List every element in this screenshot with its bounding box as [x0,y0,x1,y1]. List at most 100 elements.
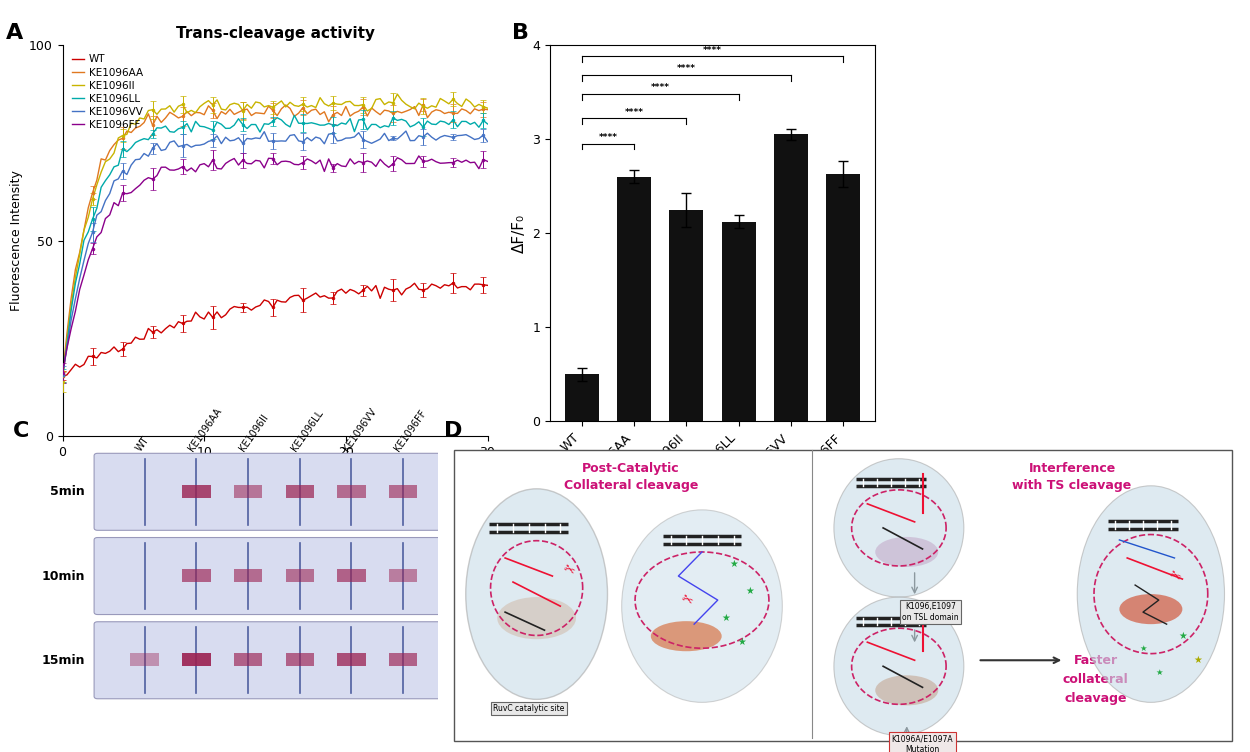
WT [480,280,495,290]
Ellipse shape [466,489,608,699]
KE1096II [55,378,70,387]
KE1096VV [136,149,151,158]
Bar [826,174,860,421]
Ellipse shape [834,597,964,735]
KE1096FF [309,159,324,168]
Bar [285,569,314,582]
Text: ✂: ✂ [1166,567,1182,585]
WT [446,278,461,287]
Text: D: D [444,421,462,441]
KE1096II [154,105,169,114]
KE1096FF [55,368,70,378]
Bar [565,374,599,421]
KE1096AA [274,105,289,114]
Text: ★: ★ [1139,644,1146,653]
KE1096AA [136,118,151,127]
KE1096FF [274,157,289,166]
Text: ****: **** [676,65,696,73]
KE1096FF [154,162,169,171]
KE1096LL [154,123,169,132]
Bar [389,484,418,498]
KE1096II [136,114,151,123]
Text: 10min: 10min [41,569,85,583]
Text: KE1096II: KE1096II [238,412,270,453]
Text: KE1096VV: KE1096VV [341,406,377,453]
WT [154,329,169,338]
Bar [182,484,210,498]
KE1096LL [450,122,465,131]
KE1096II [390,89,405,99]
KE1096LL [55,371,70,380]
Y-axis label: Fluorescence Intensity: Fluorescence Intensity [10,170,24,311]
KE1096FF [136,176,151,185]
Text: 15min: 15min [41,653,85,667]
Line: WT: WT [62,283,488,376]
KE1096LL [462,120,478,129]
WT [462,285,478,294]
Legend: WT, KE1096AA, KE1096II, KE1096LL, KE1096VV, KE1096FF: WT, KE1096AA, KE1096II, KE1096LL, KE1096… [68,50,146,135]
KE1096II [450,99,465,108]
KE1096FF [450,156,465,165]
X-axis label: Time(min): Time(min) [240,465,310,478]
KE1096VV [309,132,324,141]
Text: ****: **** [703,46,722,55]
KE1096AA [415,101,430,110]
Text: ✂: ✂ [560,561,576,579]
Ellipse shape [834,459,964,597]
KE1096II [462,98,478,107]
Ellipse shape [621,510,782,702]
FancyBboxPatch shape [94,622,441,699]
Bar [389,569,418,582]
Text: RuvC catalytic site: RuvC catalytic site [492,704,565,713]
Ellipse shape [875,675,939,705]
Text: ****: **** [651,83,670,92]
Text: ****: **** [625,108,644,117]
KE1096AA [154,118,169,127]
KE1096VV [399,126,414,135]
Bar [285,653,314,666]
KE1096II [309,103,324,112]
KE1096FF [480,157,495,166]
Bar [669,210,704,421]
KE1096LL [312,120,328,129]
WT [136,335,151,344]
KE1096VV [154,146,169,155]
Bar [338,484,366,498]
Text: ★: ★ [721,613,730,623]
KE1096VV [462,132,478,141]
Bar [234,484,262,498]
Bar [234,653,262,666]
FancyBboxPatch shape [94,538,441,614]
Ellipse shape [875,537,939,567]
KE1096LL [274,116,289,125]
KE1096FF [462,158,478,167]
KE1096VV [450,131,465,140]
Line: KE1096II: KE1096II [62,94,488,383]
KE1096AA [450,109,465,118]
Text: 5min: 5min [50,485,85,499]
Line: KE1096FF: KE1096FF [62,156,488,373]
Text: KE1096LL: KE1096LL [290,408,325,453]
Ellipse shape [498,597,576,639]
Text: ★: ★ [1194,655,1202,666]
KE1096VV [274,136,289,145]
Bar [285,484,314,498]
Line: KE1096LL: KE1096LL [62,115,488,375]
Text: Faster
collateral
cleavage: Faster collateral cleavage [1062,654,1129,705]
Text: K1096A/E1097A
Mutation: K1096A/E1097A Mutation [891,735,954,752]
Text: ✂: ✂ [678,591,695,609]
KE1096VV [480,137,495,146]
KE1096II [274,96,289,105]
Text: ****: **** [599,133,618,142]
Text: ★: ★ [738,637,746,647]
Text: C: C [12,421,29,441]
WT [309,289,324,298]
Text: WT: WT [134,434,151,453]
FancyBboxPatch shape [94,453,441,530]
Bar [182,653,210,666]
WT [450,284,465,293]
WT [274,297,289,306]
KE1096AA [309,105,324,114]
KE1096AA [480,105,495,114]
Title: Trans-cleavage activity: Trans-cleavage activity [175,26,375,41]
